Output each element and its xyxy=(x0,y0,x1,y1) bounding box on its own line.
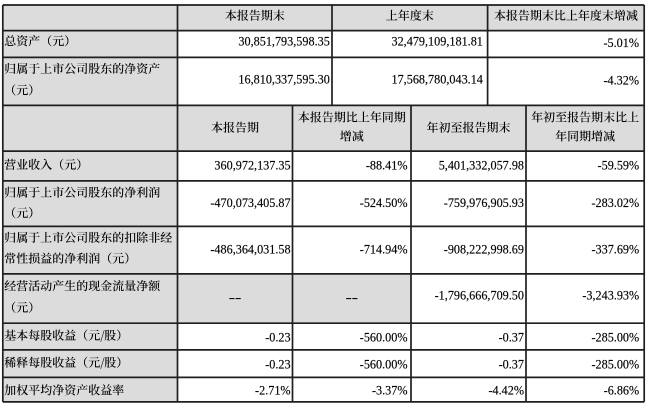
svg-text:32,479,109,181.81: 32,479,109,181.81 xyxy=(391,34,482,48)
svg-text:-1,796,666,709.50: -1,796,666,709.50 xyxy=(435,288,524,302)
svg-text:-0.23: -0.23 xyxy=(265,331,290,345)
svg-text:-524.50%: -524.50% xyxy=(360,196,408,210)
svg-text:-470,073,405.87: -470,073,405.87 xyxy=(210,196,290,210)
svg-text:-283.02%: -283.02% xyxy=(591,196,639,210)
svg-text:16,810,337,595.30: 16,810,337,595.30 xyxy=(238,72,329,86)
svg-text:5,401,332,057.98: 5,401,332,057.98 xyxy=(439,158,524,172)
svg-text:17,568,780,043.14: 17,568,780,043.14 xyxy=(391,72,482,86)
svg-text:-4.32%: -4.32% xyxy=(603,73,639,87)
svg-text:-4.42%: -4.42% xyxy=(488,384,524,398)
svg-text:30,851,793,598.35: 30,851,793,598.35 xyxy=(238,34,329,48)
svg-text:-560.00%: -560.00% xyxy=(360,331,408,345)
svg-text:-486,364,031.58: -486,364,031.58 xyxy=(210,242,290,256)
svg-text:-714.94%: -714.94% xyxy=(360,242,408,256)
svg-text:-6.86%: -6.86% xyxy=(604,384,640,398)
svg-text:-5.01%: -5.01% xyxy=(603,36,639,50)
svg-text:360,972,137.35: 360,972,137.35 xyxy=(214,158,290,172)
svg-text:-2.71%: -2.71% xyxy=(255,384,291,398)
svg-text:-88.41%: -88.41% xyxy=(366,158,408,172)
svg-text:-337.69%: -337.69% xyxy=(591,242,639,256)
svg-text:-285.00%: -285.00% xyxy=(591,358,639,372)
svg-text:-908,222,998.69: -908,222,998.69 xyxy=(444,242,524,256)
svg-text:-0.37: -0.37 xyxy=(499,358,524,372)
svg-text:--: -- xyxy=(229,291,242,305)
svg-text:-3.37%: -3.37% xyxy=(372,384,408,398)
svg-text:-59.59%: -59.59% xyxy=(598,158,640,172)
svg-text:-0.23: -0.23 xyxy=(265,358,290,372)
svg-text:--: -- xyxy=(346,291,359,305)
svg-text:-3,243.93%: -3,243.93% xyxy=(582,288,639,302)
svg-text:-285.00%: -285.00% xyxy=(591,331,639,345)
svg-text:-0.37: -0.37 xyxy=(499,331,524,345)
svg-text:-759,976,905.93: -759,976,905.93 xyxy=(444,196,524,210)
svg-text:-560.00%: -560.00% xyxy=(360,358,408,372)
